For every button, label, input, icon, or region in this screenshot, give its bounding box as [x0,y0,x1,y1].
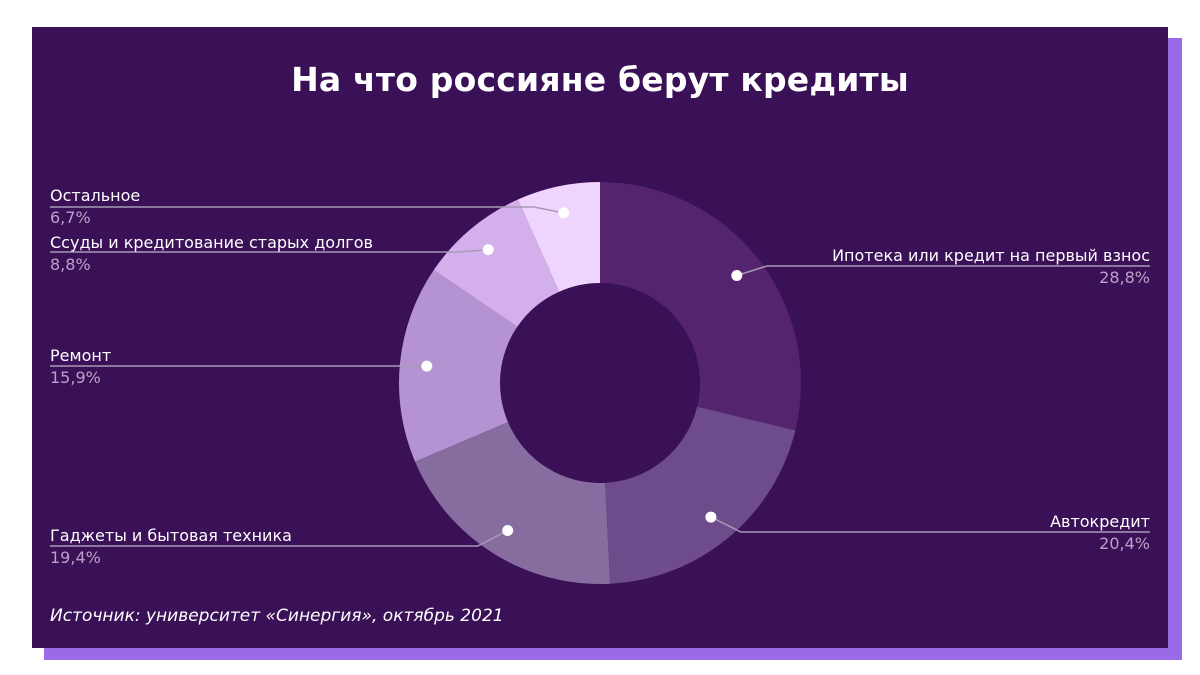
donut-slice-old-debts [433,199,560,327]
slice-label-name: Остальное [50,186,141,205]
slice-label-name: Автокредит [1050,512,1150,531]
slice-label-value: 8,8% [50,255,91,274]
slice-label-name: Ремонт [50,346,112,365]
slice-label-renovation: Ремонт 15,9% [50,345,111,389]
donut-slices [399,181,801,584]
donut-slice-mortgage [600,181,801,431]
slice-label-mortgage: Ипотека или кредит на первый взнос 28,8% [832,245,1150,289]
slice-label-name: Гаджеты и бытовая техника [50,526,292,545]
leader-line-gadgets [50,529,509,547]
slice-label-name: Ипотека или кредит на первый взнос [832,246,1150,265]
slice-label-value: 20,4% [1099,534,1150,553]
marker-dot-renovation [421,360,433,372]
leader-line-mortgage [736,265,1150,277]
marker-dot-mortgage [731,269,743,281]
donut-slice-other [517,182,600,292]
slice-label-value: 28,8% [1099,268,1150,287]
marker-dot-gadgets [502,524,514,536]
slice-label-name: Ссуды и кредитование старых долгов [50,233,373,252]
donut-slice-gadgets [415,422,611,584]
slice-label-other: Остальное 6,7% [50,185,140,229]
leader-line-other [50,206,564,214]
leader-lines [50,206,1150,547]
leader-line-auto-loan [710,516,1150,533]
slice-label-gadgets: Гаджеты и бытовая техника 19,4% [50,525,292,569]
slice-label-auto-loan: Автокредит 20,4% [1050,511,1150,555]
donut-slice-renovation [399,270,518,462]
leader-line-old-debts [50,248,489,253]
donut-slice-auto-loan [605,406,796,584]
marker-dot-other [558,207,570,219]
slice-label-value: 6,7% [50,208,91,227]
slice-label-value: 15,9% [50,368,101,387]
marker-dot-auto-loan [705,511,717,523]
source-note: Источник: университет «Синергия», октябр… [50,606,504,626]
slice-label-value: 19,4% [50,548,101,567]
marker-dot-old-debts [482,244,494,256]
slice-label-old-debts: Ссуды и кредитование старых долгов 8,8% [50,232,373,276]
chart-title: На что россияне берут кредиты [291,60,909,99]
